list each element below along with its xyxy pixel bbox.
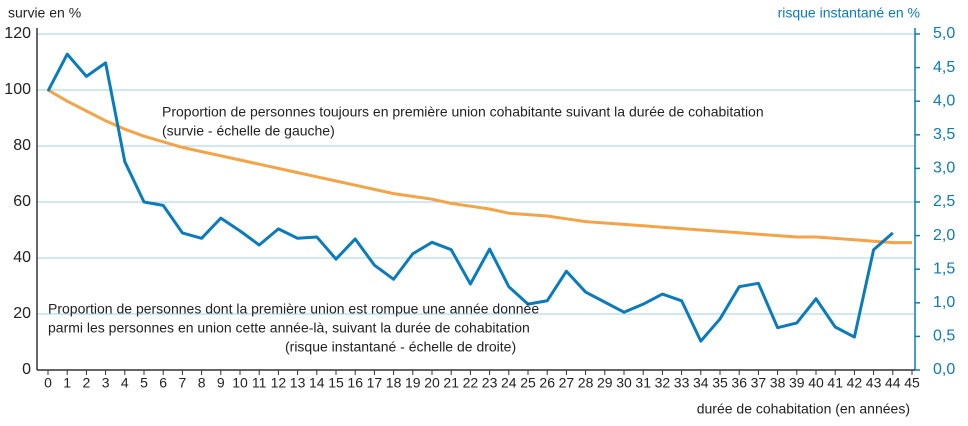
y-tick-label: 60	[13, 193, 31, 210]
y2-axis-label: risque instantané en %	[778, 5, 920, 21]
x-tick-label: 3	[102, 375, 110, 391]
x-tick-label: 37	[751, 375, 767, 391]
y2-tick-label: 0,0	[933, 361, 955, 378]
x-tick-label: 43	[866, 375, 882, 391]
y2-tick-label: 3,5	[933, 126, 955, 143]
series-line	[46, 52, 894, 343]
x-tick-label: 14	[309, 375, 325, 391]
x-tick-label: 33	[674, 375, 690, 391]
y2-tick-label: 2,5	[933, 193, 955, 210]
x-tick-label: 22	[463, 375, 479, 391]
x-tick-label: 6	[159, 375, 167, 391]
x-tick-label: 28	[578, 375, 594, 391]
y2-tick-label: 3,0	[933, 160, 955, 177]
x-tick-label: 21	[443, 375, 459, 391]
x-tick-label: 11	[252, 375, 267, 391]
y-tick-label: 0	[22, 361, 31, 378]
y2-tick-label: 4,5	[933, 59, 955, 76]
x-tick-label: 20	[424, 375, 440, 391]
annotation: Proportion de personnes toujours en prem…	[162, 104, 764, 120]
y2-tick-label: 0,5	[933, 328, 955, 345]
x-tick-label: 36	[731, 375, 747, 391]
y-tick-label: 100	[4, 81, 31, 98]
y-tick-label: 120	[4, 25, 31, 42]
x-tick-label: 7	[179, 375, 187, 391]
x-tick-label: 40	[808, 375, 824, 391]
x-tick-label: 44	[885, 375, 901, 391]
x-tick-label: 1	[63, 375, 71, 391]
y2-tick-label: 1,5	[933, 260, 955, 277]
x-tick-label: 31	[635, 375, 651, 391]
y-axis-label: survie en %	[8, 5, 81, 21]
x-tick-label: 23	[482, 375, 498, 391]
annotation: parmi les personnes en union cette année…	[48, 320, 530, 336]
x-tick-label: 41	[827, 375, 843, 391]
x-tick-label: 15	[328, 375, 344, 391]
x-tick-label: 38	[770, 375, 786, 391]
x-tick-label: 25	[520, 375, 536, 391]
x-tick-label: 45	[904, 375, 920, 391]
y2-tick-label: 5,0	[933, 25, 955, 42]
y2-tick-label: 2,0	[933, 227, 955, 244]
annotation: (survie - échelle de gauche)	[162, 123, 335, 139]
x-tick-label: 13	[290, 375, 306, 391]
y2-tick-label: 4,0	[933, 92, 955, 109]
x-tick-label: 30	[616, 375, 632, 391]
y-tick-label: 40	[13, 249, 31, 266]
x-tick-label: 8	[198, 375, 206, 391]
y2-tick-label: 1,0	[933, 294, 955, 311]
x-tick-label: 26	[539, 375, 555, 391]
x-tick-label: 42	[847, 375, 863, 391]
x-tick-label: 35	[712, 375, 728, 391]
annotation: Proportion de personnes dont la première…	[48, 301, 539, 317]
x-tick-label: 4	[121, 375, 129, 391]
x-tick-label: 12	[271, 375, 287, 391]
x-tick-label: 5	[140, 375, 148, 391]
x-tick-label: 0	[44, 375, 52, 391]
x-tick-label: 16	[347, 375, 363, 391]
x-tick-label: 17	[367, 375, 383, 391]
series-line	[47, 88, 912, 245]
x-tick-label: 18	[386, 375, 402, 391]
x-tick-label: 27	[559, 375, 575, 391]
x-tick-label: 32	[655, 375, 671, 391]
x-tick-label: 34	[693, 375, 709, 391]
x-axis-label: durée de cohabitation (en années)	[697, 401, 910, 417]
x-tick-label: 2	[83, 375, 91, 391]
y-tick-label: 80	[13, 137, 31, 154]
x-tick-label: 29	[597, 375, 613, 391]
x-tick-label: 39	[789, 375, 805, 391]
x-tick-label: 9	[217, 375, 225, 391]
y-tick-label: 20	[13, 305, 31, 322]
annotation: (risque instantané - échelle de droite)	[285, 339, 516, 355]
x-tick-label: 19	[405, 375, 421, 391]
x-tick-label: 10	[232, 375, 248, 391]
x-tick-label: 24	[501, 375, 517, 391]
